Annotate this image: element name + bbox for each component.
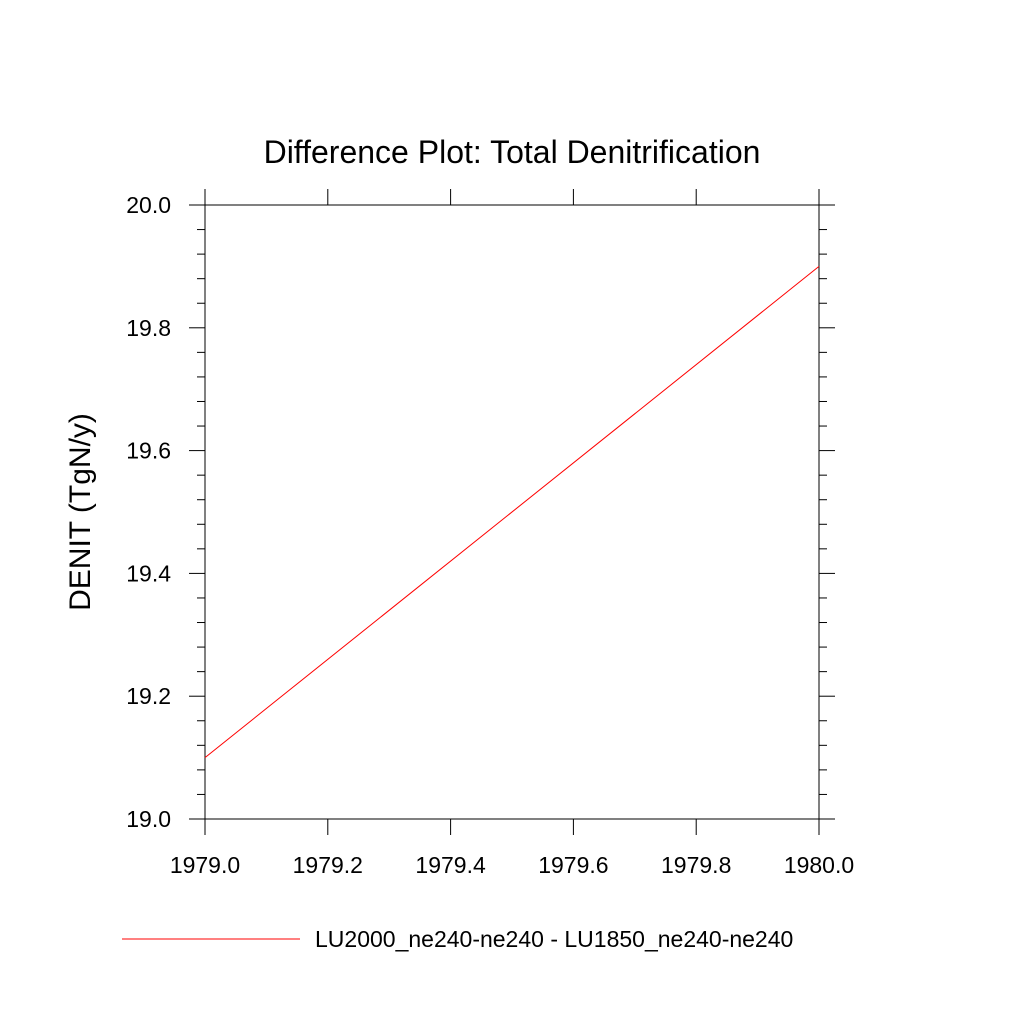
y-tick-label: 19.2 bbox=[126, 683, 171, 709]
x-tick-label: 1979.4 bbox=[415, 852, 486, 878]
y-tick-label: 20.0 bbox=[126, 192, 171, 218]
axis-ticks bbox=[189, 189, 835, 835]
y-tick-label: 19.8 bbox=[126, 315, 171, 341]
y-axis-label: DENIT (TgN/y) bbox=[64, 413, 97, 611]
x-tick-label: 1979.6 bbox=[538, 852, 608, 878]
legend-label: LU2000_ne240-ne240 - LU1850_ne240-ne240 bbox=[315, 926, 793, 952]
series-lines bbox=[204, 266, 820, 758]
x-tick-label: 1980.0 bbox=[784, 852, 854, 878]
y-tick-label: 19.6 bbox=[126, 438, 171, 464]
x-tick-label: 1979.0 bbox=[170, 852, 240, 878]
x-tick-label: 1979.8 bbox=[661, 852, 731, 878]
x-tick-labels: 1979.0 1979.2 1979.4 1979.6 1979.8 1980.0 bbox=[170, 852, 854, 878]
x-tick-label: 1979.2 bbox=[293, 852, 363, 878]
plot-frame bbox=[204, 204, 820, 820]
chart-title: Difference Plot: Total Denitrification bbox=[264, 134, 761, 170]
series-line bbox=[204, 266, 820, 758]
y-tick-label: 19.4 bbox=[126, 560, 171, 586]
y-tick-labels: 19.0 19.2 19.4 19.6 19.8 20.0 bbox=[126, 192, 171, 832]
y-tick-label: 19.0 bbox=[126, 806, 171, 832]
legend: LU2000_ne240-ne240 - LU1850_ne240-ne240 bbox=[122, 926, 793, 952]
